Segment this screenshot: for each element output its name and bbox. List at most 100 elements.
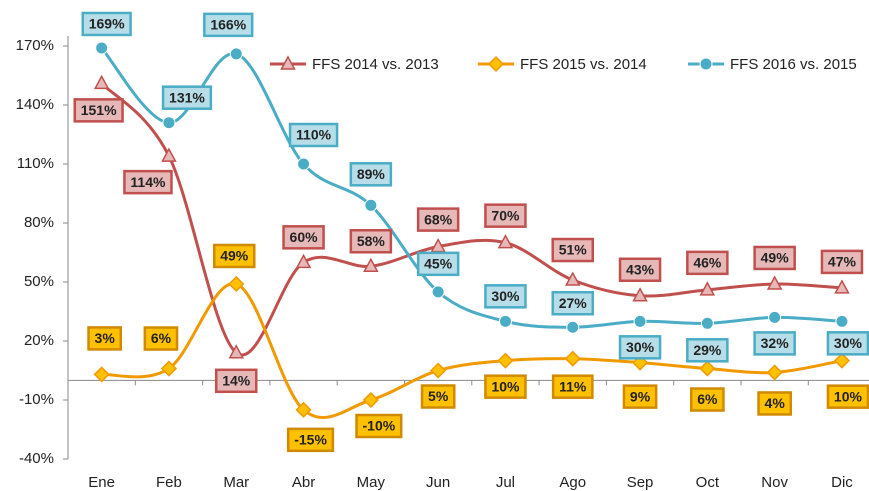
y-tick-label: -10%	[19, 391, 54, 408]
data-label: 166%	[210, 17, 246, 33]
marker	[93, 74, 110, 90]
data-label: -15%	[294, 432, 327, 448]
data-label-box	[282, 225, 325, 250]
marker	[297, 157, 311, 171]
data-label-box	[820, 249, 864, 275]
data-label-box	[81, 11, 132, 37]
marker	[430, 362, 447, 379]
data-label-box	[826, 384, 869, 409]
data-label-box	[551, 374, 594, 399]
data-label: 9%	[630, 388, 651, 404]
x-tick-label: May	[357, 474, 386, 491]
marker	[162, 116, 176, 130]
line	[100, 82, 843, 357]
data-label: 45%	[424, 256, 453, 272]
x-tick-label: Jun	[426, 474, 450, 491]
marker	[699, 57, 713, 71]
data-label: 110%	[296, 127, 332, 143]
marker	[835, 314, 849, 328]
data-label-box	[757, 391, 793, 416]
marker	[160, 360, 178, 377]
data-label: 3%	[95, 330, 116, 346]
marker	[295, 401, 312, 418]
data-label-box	[143, 326, 179, 351]
marker	[566, 320, 580, 334]
data-label: 29%	[693, 342, 722, 358]
marker	[280, 55, 296, 70]
data-label-box	[355, 413, 403, 439]
marker	[766, 275, 783, 290]
data-label: 47%	[828, 254, 857, 270]
data-label-box	[161, 85, 213, 110]
data-label-box	[73, 98, 124, 123]
data-label: 30%	[834, 335, 863, 351]
data-label: 43%	[626, 261, 655, 277]
data-label: 11%	[559, 378, 587, 394]
data-label: 169%	[89, 16, 125, 32]
legend-label: FFS 2015 vs. 2014	[520, 56, 647, 73]
data-label: 70%	[491, 207, 520, 223]
data-label: 4%	[765, 395, 786, 411]
data-label: 46%	[693, 255, 722, 271]
data-label-box	[551, 290, 595, 316]
data-label-box	[826, 331, 869, 356]
data-label: 32%	[761, 335, 790, 351]
marker	[632, 287, 648, 302]
data-label: 27%	[559, 295, 588, 311]
data-label-box	[618, 335, 662, 360]
x-tick-label: Feb	[156, 474, 182, 491]
line	[100, 46, 843, 329]
y-tick-label: 20%	[24, 332, 54, 349]
data-label: 6%	[697, 391, 718, 407]
data-label: 131%	[169, 89, 205, 105]
marker	[229, 47, 243, 61]
data-label-box	[484, 284, 527, 309]
data-label: 5%	[428, 388, 449, 404]
data-label-box	[689, 387, 725, 412]
marker	[833, 352, 851, 369]
x-tick-label: Oct	[696, 474, 720, 491]
data-label: 89%	[357, 166, 386, 182]
x-tick-label: Ene	[88, 474, 115, 491]
y-tick-label: 50%	[24, 273, 54, 290]
marker	[487, 55, 505, 73]
y-tick-label: 80%	[24, 214, 54, 231]
data-label-box	[416, 251, 460, 277]
marker	[564, 271, 581, 286]
data-label-box	[484, 374, 527, 399]
y-tick-label: 110%	[17, 155, 54, 172]
x-tick-label: Dic	[831, 474, 853, 491]
y-tick-label: 140%	[16, 96, 54, 113]
data-label-box	[349, 229, 393, 254]
series	[93, 74, 850, 359]
data-label-box	[349, 162, 393, 187]
x-tick-label: Nov	[761, 474, 788, 491]
data-label-box	[87, 326, 123, 351]
data-label: 60%	[290, 229, 319, 245]
marker	[766, 364, 783, 381]
legend-label: FFS 2014 vs. 2013	[312, 56, 439, 73]
line	[101, 282, 843, 419]
marker	[633, 314, 647, 328]
marker	[364, 198, 378, 212]
marker	[497, 234, 514, 249]
y-tick-label: -40%	[19, 450, 54, 467]
data-label-box	[203, 12, 254, 38]
marker	[228, 344, 245, 359]
data-label: 68%	[424, 211, 453, 227]
y-tick-label: 170%	[16, 37, 54, 54]
data-label-box	[212, 243, 256, 269]
data-label: 10%	[834, 388, 863, 404]
data-label-box	[420, 384, 456, 409]
marker	[228, 275, 245, 293]
data-label-box	[686, 338, 729, 363]
data-label: 49%	[220, 248, 249, 264]
legend-label: FFS 2016 vs. 2015	[730, 56, 857, 73]
data-label-box	[618, 257, 662, 283]
x-tick-label: Ago	[559, 474, 586, 491]
marker	[699, 281, 716, 296]
data-label: 49%	[761, 250, 790, 266]
data-label-box	[123, 169, 173, 195]
data-label: 58%	[357, 233, 386, 249]
marker	[631, 354, 649, 371]
